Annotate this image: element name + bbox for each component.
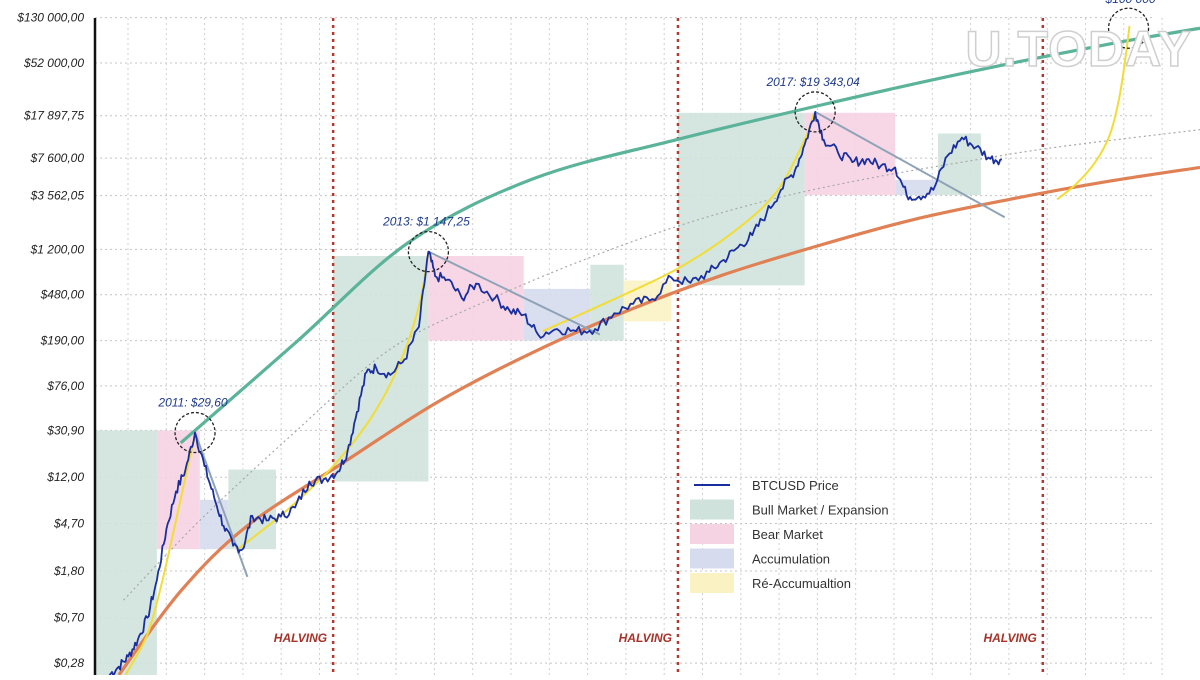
y-tick-label: $4,70 (53, 517, 84, 531)
y-tick-label: $52 000,00 (23, 56, 84, 70)
btcusd-price-line (108, 111, 1003, 677)
curve-parabolic-2017 (542, 112, 816, 333)
curve-parabolic-projection (1056, 25, 1131, 201)
grid (95, 17, 1163, 675)
price-series (108, 111, 1003, 677)
legend-label: Accumulation (752, 552, 830, 567)
zone-bull-market-expansion (95, 430, 157, 675)
legend-label: BTCUSD Price (752, 478, 839, 493)
zone-bull-market-expansion (677, 112, 805, 286)
y-tick-label: $0,28 (53, 656, 84, 670)
peak-label: $100 000 (1105, 0, 1156, 6)
peak-label: 2011: $29,60 (157, 396, 228, 410)
y-tick-label: $7 600,00 (30, 151, 85, 165)
legend-swatch-box (690, 573, 734, 593)
y-tick-label: $1 200,00 (30, 242, 85, 256)
y-tick-label: $12,00 (46, 470, 84, 484)
curve-parabolic-2011 (124, 435, 196, 676)
peak-circle (1107, 7, 1150, 49)
curve-upper-band (179, 26, 1200, 445)
halving-label: HALVING (619, 631, 672, 645)
y-tick-label: $0,70 (53, 611, 84, 625)
bear-trendline (814, 111, 1006, 219)
y-tick-label: $30,90 (46, 423, 84, 437)
peak-label: 2017: $19 343,04 (765, 75, 860, 89)
legend-swatch-box (690, 524, 734, 544)
halving-markers: HALVING HALVING HALVING (274, 18, 1045, 675)
y-tick-label: $1,80 (53, 564, 84, 578)
zone-accumulation (199, 499, 229, 550)
curve-mid-trend (123, 129, 1200, 601)
zone-bear-market (428, 256, 524, 341)
legend-swatch-box (690, 548, 734, 569)
y-axis: $130 000,00 $52 000,00 $17 897,75 $7 600,00… (16, 11, 97, 675)
curve-parabolic-2013 (237, 253, 430, 550)
y-tick-label: $76,00 (46, 379, 84, 393)
legend-swatch-box (690, 499, 734, 520)
y-tick-label: $130 000,00 (16, 11, 84, 25)
trend-curves (117, 25, 1200, 676)
halving-label: HALVING (274, 631, 327, 645)
peak-circle (407, 230, 450, 273)
zone-r-accumualtion (623, 280, 672, 322)
y-tick-label: $17 897,75 (23, 109, 84, 123)
legend-label: Bear Market (752, 527, 823, 542)
peak-circle (174, 411, 216, 454)
y-tick-label: $190,00 (40, 334, 85, 348)
y-tick-label: $3 562,05 (30, 189, 85, 203)
legend-label: Bull Market / Expansion (752, 503, 889, 518)
cycle-peaks: 2011: $29,60 2013: $1 147,25 2017: $19 343… (157, 0, 1156, 454)
bear-trendline (427, 250, 601, 336)
peak-circle (794, 91, 836, 133)
legend: BTCUSD Price Bull Market / Expansion Bear … (690, 478, 889, 593)
y-tick-label: $480,00 (40, 288, 85, 302)
watermark-logo: U.TODAY (965, 21, 1192, 77)
peak-label: 2013: $1 147,25 (382, 215, 470, 229)
legend-label: Ré-Accumualtion (752, 576, 851, 591)
halving-label: HALVING (983, 631, 1036, 645)
